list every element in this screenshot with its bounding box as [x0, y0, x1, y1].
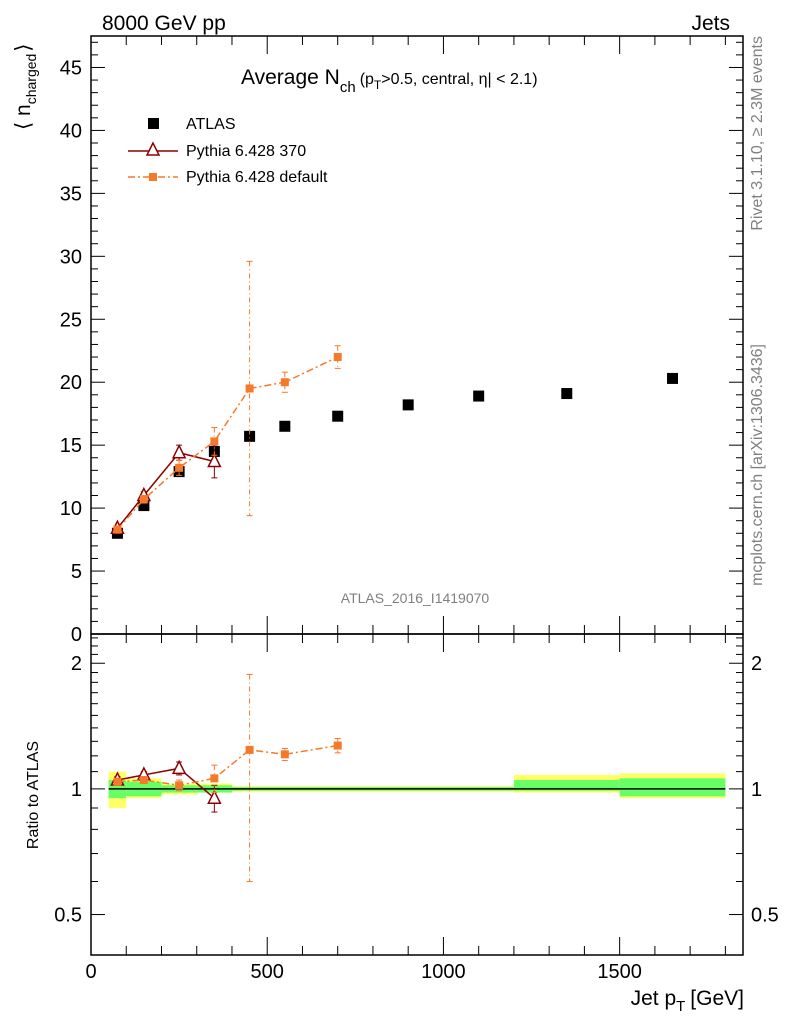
ratio-y-tick-label-right: 0.5: [751, 905, 779, 927]
legend-label-atlas: ATLAS: [186, 116, 236, 133]
y-axis-label: ⟨ ncharged ⟩: [12, 43, 39, 130]
ratio-point-default: [113, 777, 122, 786]
ratio-y-tick-label: 0.5: [54, 905, 82, 927]
y-tick-label: 5: [71, 561, 82, 583]
header-left: 8000 GeV pp: [102, 12, 226, 35]
main-point-atlas: [332, 410, 344, 422]
ratio-y-axis-label: Ratio to ATLAS: [25, 741, 42, 849]
x-axis-label-unit: [GeV]: [690, 987, 744, 1010]
ratio-point-default: [245, 745, 254, 754]
y-axis-label-text: ⟨ n: [12, 104, 35, 130]
ratio-y-tick-label: 1: [71, 779, 82, 801]
ratio-band-inner: [513, 780, 620, 791]
x-axis-label-text: Jet p: [631, 987, 677, 1010]
plot-title-main: Average N: [241, 66, 340, 89]
ratio-y-tick-label-right: 2: [751, 653, 762, 675]
side-text-bottom: mcplots.cern.ch [arXiv:1306.3436]: [749, 344, 766, 586]
main-point-p370: [171, 444, 187, 459]
plot-title-detail-a: (p: [360, 71, 374, 88]
y-axis-label-sub: charged: [23, 54, 39, 105]
ratio-point-p370: [171, 759, 187, 775]
x-tick-label: 500: [251, 961, 284, 983]
x-tick-label: 1000: [421, 961, 466, 983]
axes-layer: 0 5 10 15 20 25 30 35 40 45 0 500 1000 1500 0.5 0.5 1 1 2 2: [54, 35, 779, 983]
plot-title: Average Nch (pT>0.5, central, η| < 2.1): [241, 66, 538, 96]
x-tick-label: 1500: [597, 961, 642, 983]
legend: ATLAS Pythia 6.428 370 Pythia 6.428 defa…: [128, 116, 328, 186]
analysis-watermark: ATLAS_2016_I1419070: [341, 590, 490, 606]
ratio-point-default: [139, 776, 148, 785]
series-layer: [110, 260, 679, 882]
ratio-point-default: [210, 774, 219, 783]
ratio-point-default: [333, 741, 342, 750]
header-right: Jets: [691, 12, 730, 35]
legend-marker-p370: [145, 141, 161, 156]
main-point-default: [280, 378, 289, 387]
main-point-atlas: [561, 388, 573, 400]
main-point-atlas: [138, 500, 150, 512]
y-axis-label-close: ⟩: [12, 43, 35, 51]
main-point-atlas: [473, 390, 485, 402]
ratio-point-default: [280, 750, 289, 759]
ratio-y-tick-label: 2: [71, 653, 82, 675]
main-point-default: [139, 495, 148, 504]
main-series-line-default: [116, 356, 339, 531]
x-axis-label: Jet pT [GeV]: [631, 987, 744, 1015]
main-point-default: [210, 437, 219, 446]
ratio-plot-frame: [90, 633, 744, 956]
y-tick-label: 15: [60, 435, 82, 457]
ratio-y-tick-label-right: 1: [751, 779, 762, 801]
main-point-atlas: [667, 372, 679, 384]
y-tick-label: 20: [60, 372, 82, 394]
ratio-band-inner: [619, 778, 726, 797]
x-axis-label-sub: T: [676, 998, 685, 1015]
main-point-atlas: [244, 430, 256, 442]
main-point-default: [333, 353, 342, 362]
ratio-point-default: [175, 781, 184, 790]
y-tick-label: 45: [60, 57, 82, 79]
x-tick-label: 0: [85, 961, 96, 983]
plot-title-detail-b: >0.5, central, η| < 2.1): [381, 71, 537, 88]
main-point-p370: [207, 452, 222, 468]
main-series-line-p370: [116, 451, 215, 529]
y-tick-label: 30: [60, 246, 82, 268]
plot-title-detail-sub: T: [374, 78, 382, 92]
side-text-top: Rivet 3.1.10, ≥ 2.3M events: [749, 36, 766, 231]
main-point-atlas: [402, 399, 414, 411]
ratio-point-p370: [207, 789, 222, 804]
y-tick-label: 35: [60, 183, 82, 205]
main-point-default: [175, 463, 184, 472]
y-tick-label: 10: [60, 498, 82, 520]
y-tick-label: 0: [71, 624, 82, 646]
legend-label-p370: Pythia 6.428 370: [186, 143, 306, 160]
legend-marker-atlas: [148, 118, 159, 129]
plot-title-sub: ch: [340, 79, 356, 96]
y-axis-label-main: ⟨ ncharged ⟩: [12, 43, 39, 130]
main-point-default: [113, 525, 122, 534]
y-tick-label: 40: [60, 120, 82, 142]
ratio-bands: [108, 771, 726, 808]
legend-label-default: Pythia 6.428 default: [186, 169, 328, 186]
y-tick-label: 25: [60, 309, 82, 331]
main-point-default: [245, 384, 254, 393]
legend-marker-default: [149, 173, 157, 181]
main-point-atlas: [279, 420, 291, 432]
ratio-series-line-p370: [117, 767, 215, 799]
